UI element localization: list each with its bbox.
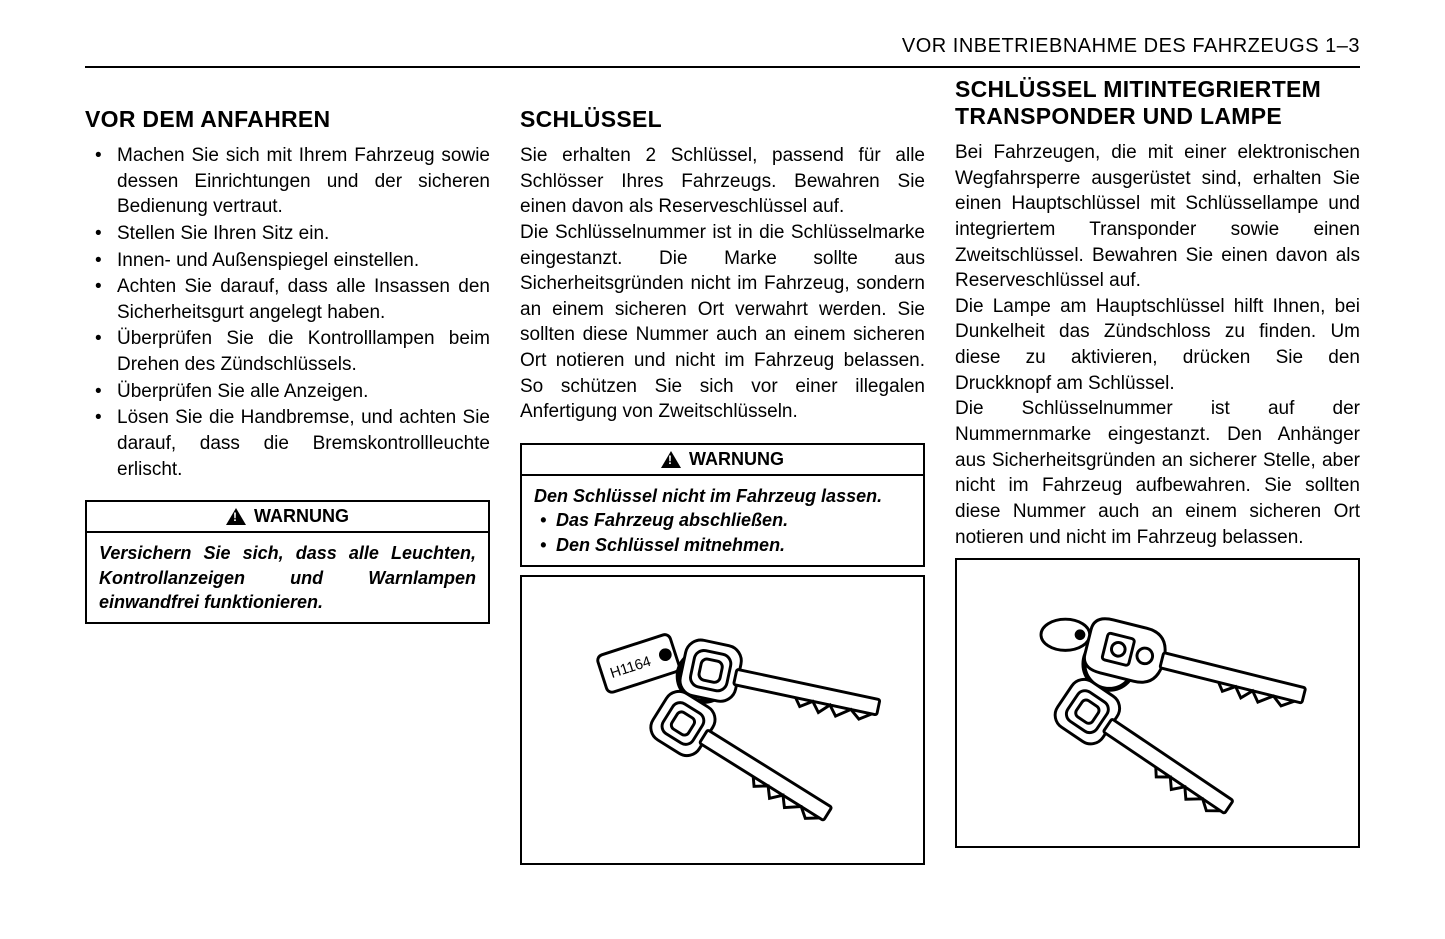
warning-header: WARNUNG	[87, 502, 488, 533]
list-item: Stellen Sie Ihren Sitz ein.	[85, 221, 490, 247]
keys-svg-icon: H1164	[528, 580, 918, 860]
list-item: Achten Sie darauf, dass alle Insassen de…	[85, 274, 490, 325]
col2-para1: Sie erhalten 2 Schlüssel, passend für al…	[520, 143, 925, 220]
column-3: SCHLÜSSEL MITINTEGRIERTEM TRANSPONDER UN…	[955, 106, 1360, 865]
col1-heading: VOR DEM ANFAHREN	[85, 106, 490, 133]
warning-header: WARNUNG	[522, 445, 923, 476]
col3-para2: Die Lampe am Hauptschlüssel hilft Ihnen,…	[955, 294, 1360, 397]
column-2: SCHLÜSSEL Sie erhalten 2 Schlüssel, pass…	[520, 106, 925, 865]
page-header: VOR INBETRIEBNAHME DES FAHRZEUGS 1–3	[85, 35, 1360, 68]
keys-transponder-svg-icon	[963, 563, 1353, 843]
warning-body: Versichern Sie sich, dass alle Leuchten,…	[87, 533, 488, 622]
warning-body: Den Schlüssel nicht im Fahrzeug lassen. …	[522, 476, 923, 565]
col3-para1: Bei Fahrzeugen, die mit einer elektronis…	[955, 140, 1360, 294]
keys-illustration-2	[955, 558, 1360, 848]
col3-para3: Die Schlüsselnummer ist auf der Nummernm…	[955, 396, 1360, 550]
list-item: Überprüfen Sie alle Anzeigen.	[85, 379, 490, 405]
warning-box-1: WARNUNG Versichern Sie sich, dass alle L…	[85, 500, 490, 624]
warning-triangle-icon	[226, 508, 246, 525]
warning-label: WARNUNG	[254, 506, 349, 527]
warning-box-2: WARNUNG Den Schlüssel nicht im Fahrzeug …	[520, 443, 925, 567]
list-item: Machen Sie sich mit Ihrem Fahrzeug sowie…	[85, 143, 490, 220]
warning-triangle-icon	[661, 451, 681, 468]
keys-illustration-1: H1164	[520, 575, 925, 865]
list-item: Lösen Sie die Handbremse, und achten Sie…	[85, 405, 490, 482]
warning-label: WARNUNG	[689, 449, 784, 470]
col3-heading: SCHLÜSSEL MITINTEGRIERTEM TRANSPONDER UN…	[955, 76, 1360, 130]
col1-bullet-list: Machen Sie sich mit Ihrem Fahrzeug sowie…	[85, 143, 490, 482]
list-item: Innen- und Außenspiegel einstellen.	[85, 248, 490, 274]
list-item: Das Fahrzeug abschließen.	[534, 508, 911, 532]
content-columns: VOR DEM ANFAHREN Machen Sie sich mit Ihr…	[85, 106, 1360, 865]
column-1: VOR DEM ANFAHREN Machen Sie sich mit Ihr…	[85, 106, 490, 865]
list-item: Überprüfen Sie die Kontrolllampen beim D…	[85, 326, 490, 377]
col2-para2: Die Schlüsselnummer ist in die Schlüssel…	[520, 220, 925, 425]
col2-heading: SCHLÜSSEL	[520, 106, 925, 133]
warning-lead: Den Schlüssel nicht im Fahrzeug lassen.	[534, 484, 911, 508]
list-item: Den Schlüssel mitnehmen.	[534, 533, 911, 557]
